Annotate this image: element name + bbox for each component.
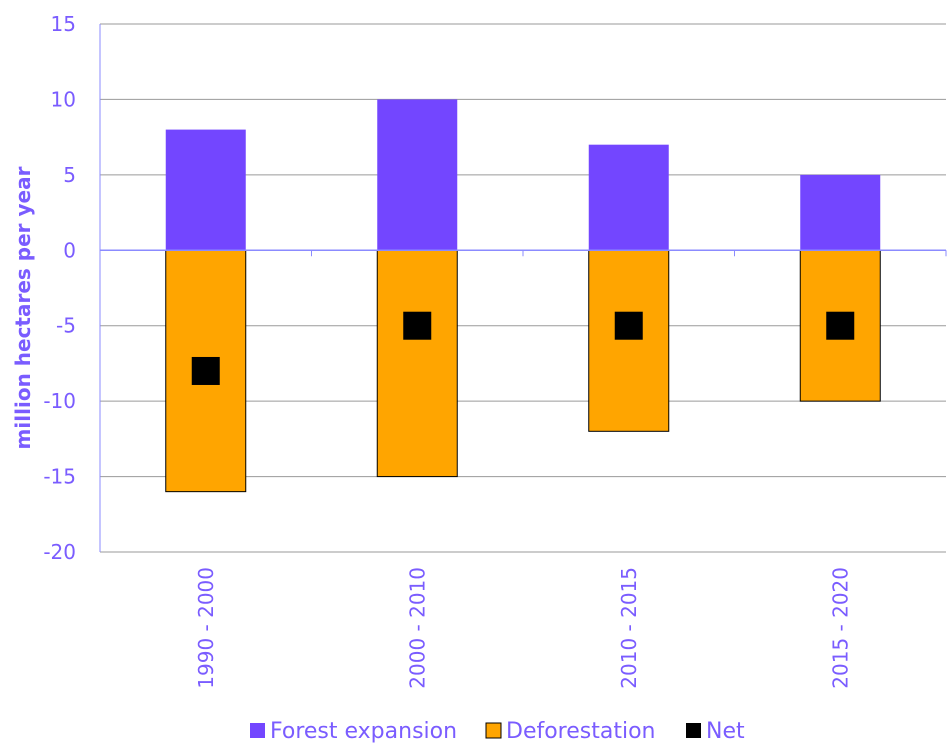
- y-axis-title: million hectares per year: [11, 166, 35, 449]
- net-marker: [826, 311, 855, 340]
- y-tick-label: -5: [56, 314, 76, 338]
- net-marker: [191, 356, 220, 385]
- legend-label: Net: [706, 719, 745, 744]
- net-marker: [403, 311, 432, 340]
- y-tick-label: 15: [51, 12, 76, 36]
- x-tick-label: 1990 - 2000: [194, 567, 218, 689]
- y-tick-label: 10: [51, 87, 76, 111]
- x-tick-label: 2010 - 2015: [617, 567, 641, 689]
- x-tick-label: 2015 - 2020: [828, 567, 852, 689]
- legend-swatch: [686, 723, 701, 738]
- legend-swatch: [485, 722, 502, 739]
- y-tick-label: -20: [43, 540, 76, 564]
- legend-label: Forest expansion: [270, 719, 457, 744]
- legend-label: Deforestation: [506, 719, 656, 744]
- net-marker: [614, 311, 643, 340]
- bar-deforestation: [588, 249, 670, 432]
- bar-deforestation: [376, 249, 458, 478]
- y-tick-label: 0: [63, 238, 76, 262]
- bar-forest-expansion: [588, 144, 669, 251]
- y-tick-label: 5: [63, 163, 76, 187]
- legend-swatch: [250, 723, 265, 738]
- bar-forest-expansion: [165, 129, 246, 251]
- bar-forest-expansion: [377, 99, 458, 251]
- bar-forest-expansion: [800, 174, 881, 251]
- y-tick-label: -15: [43, 465, 76, 489]
- x-tick-label: 2000 - 2010: [405, 567, 429, 689]
- y-tick-label: -10: [43, 389, 76, 413]
